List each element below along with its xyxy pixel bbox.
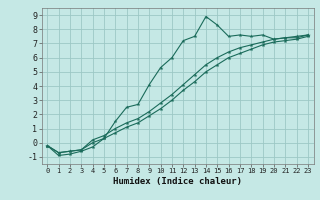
X-axis label: Humidex (Indice chaleur): Humidex (Indice chaleur) xyxy=(113,177,242,186)
